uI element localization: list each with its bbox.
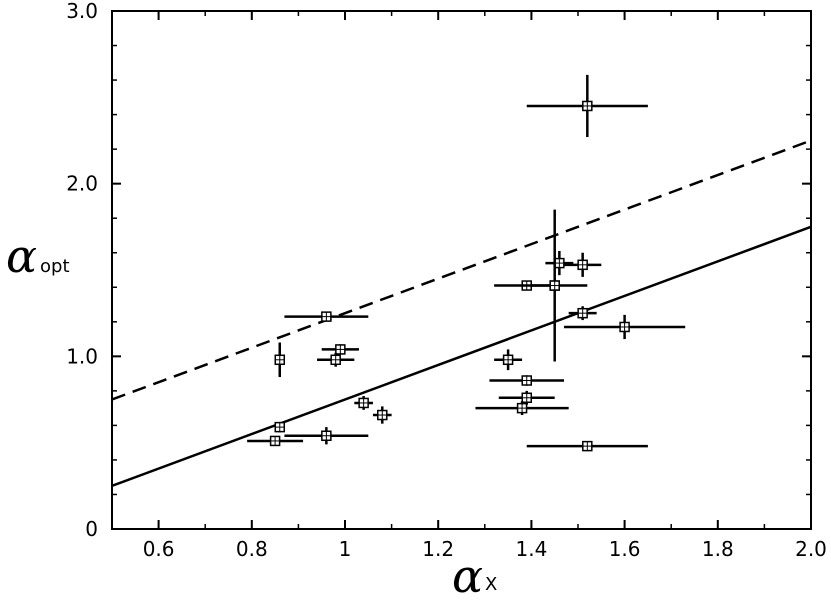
solid-line — [112, 225, 811, 488]
x-tick-label: 1.4 — [515, 537, 547, 561]
x-tick-label: 2.0 — [795, 537, 827, 561]
y-axis-subscript: opt — [40, 256, 70, 277]
data-point — [568, 306, 597, 321]
data-point — [284, 427, 369, 445]
data-point — [274, 421, 286, 433]
x-axis-subscript: X — [485, 574, 497, 595]
data-point — [274, 342, 286, 378]
data-points — [247, 74, 686, 452]
data-point — [549, 209, 560, 362]
data-point — [489, 375, 565, 386]
y-tick-label: 2.0 — [66, 172, 98, 196]
data-point — [494, 349, 523, 371]
data-point — [284, 311, 369, 322]
x-tick-label: 0.8 — [236, 537, 268, 561]
y-tick-label: 0 — [85, 517, 98, 541]
data-point — [317, 352, 355, 367]
y-tick-label: 1.0 — [66, 344, 98, 368]
y-tick-label: 3.0 — [66, 0, 98, 23]
data-point — [354, 396, 373, 410]
plot-frame — [111, 10, 812, 530]
axis-ticks: 0.6 0.8 1 1.2 1.4 1.6 1.8 2.0 0 1.0 2.0 3.0 — [66, 0, 827, 561]
data-point — [247, 435, 304, 447]
x-axis-symbol: α — [452, 549, 483, 600]
data-point — [564, 314, 686, 340]
x-tick-label: 1.2 — [422, 537, 454, 561]
x-axis-label: α X — [452, 549, 497, 600]
dashed-line — [112, 139, 811, 401]
x-tick-label: 0.6 — [143, 537, 175, 561]
x-tick-label: 1 — [339, 537, 352, 561]
fit-lines — [112, 139, 811, 488]
x-tick-label: 1.8 — [702, 537, 734, 561]
data-point — [475, 401, 569, 416]
data-point — [526, 74, 648, 138]
data-point — [321, 344, 359, 355]
data-point — [545, 251, 574, 276]
y-axis-label: α opt — [6, 229, 70, 283]
x-tick-label: 1.6 — [609, 537, 641, 561]
data-point — [564, 252, 602, 277]
data-point — [498, 390, 555, 405]
y-axis-symbol: α — [6, 229, 37, 283]
data-point — [372, 406, 392, 424]
data-point — [526, 440, 648, 452]
